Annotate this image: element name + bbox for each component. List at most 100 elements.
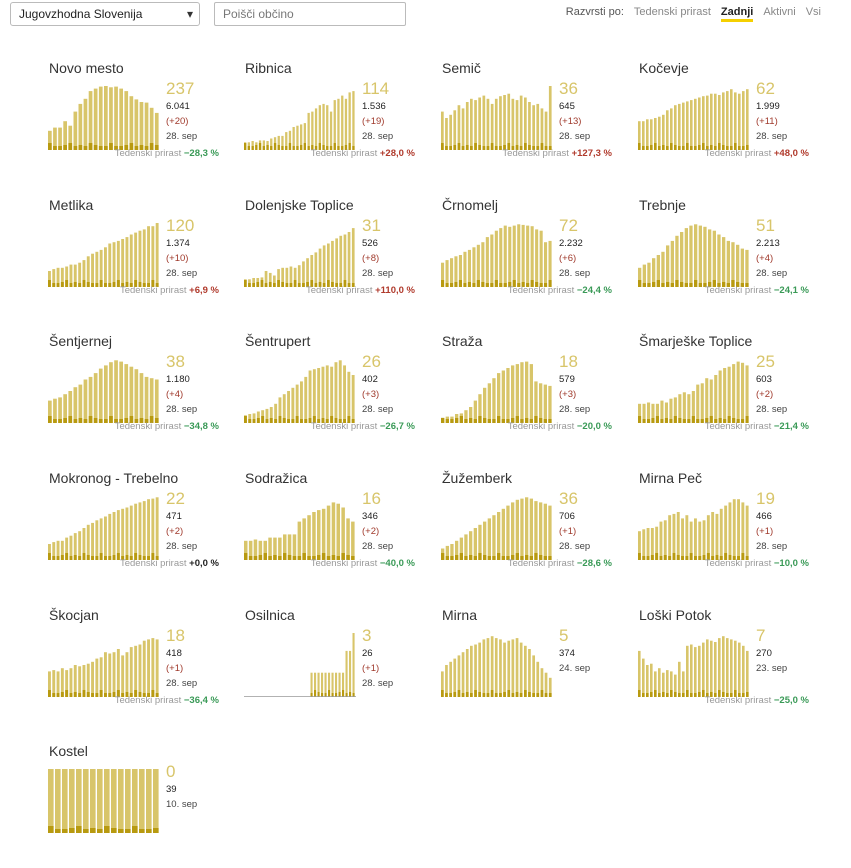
chart-bar-new-cases — [90, 828, 96, 833]
municipality-card[interactable]: Šentjernej 38 1.180 (+4) 28. sep Tedenski pri… — [48, 333, 219, 458]
chart-bar-new-cases — [706, 553, 710, 560]
municipality-card[interactable]: Ribnica 114 1.536 (+19) 28. sep Tedenski prir… — [244, 60, 415, 185]
municipality-card[interactable]: Škocjan 18 418 (+1) 28. sep Tedenski prirast … — [48, 607, 219, 732]
municipality-card[interactable]: Črnomelj 72 2.232 (+6) 28. sep Tedenski prira… — [441, 197, 612, 322]
municipality-card[interactable]: Mirna Peč 19 466 (+1) 28. sep Tedenski priras… — [638, 470, 809, 595]
daily-change-value: (+10) — [166, 253, 189, 264]
municipality-card[interactable]: Metlika 120 1.374 (+10) 28. sep Tedenski prir… — [48, 197, 219, 322]
chart-bar-new-cases — [506, 419, 510, 423]
chart-bar-new-cases — [708, 282, 712, 287]
sort-option-vsi[interactable]: Vsi — [805, 6, 821, 18]
chart-bar — [263, 540, 267, 560]
chart-bar — [269, 407, 273, 423]
chart-bar-new-cases — [718, 418, 722, 423]
municipality-card[interactable]: Šmarješke Toplice 25 603 (+2) 28. sep Tedensk… — [638, 333, 809, 458]
chart-bar — [730, 89, 733, 150]
municipality-card[interactable]: Semič 36 645 (+13) 28. sep Tedenski prirast +… — [441, 60, 612, 185]
search-input[interactable] — [214, 2, 406, 26]
chart-bar — [48, 130, 52, 150]
chart-bar — [497, 373, 501, 423]
municipality-card[interactable]: Dolenjske Toplice 31 526 (+8) 28. sep Tedensk… — [244, 197, 415, 322]
chart-bar-new-cases — [642, 693, 645, 697]
chart-bar-new-cases — [492, 419, 496, 423]
chart-bar — [155, 639, 159, 697]
chart-bar — [458, 255, 462, 287]
municipality-card[interactable]: Novo mesto 237 6.041 (+20) 28. sep Tedenski p… — [48, 60, 219, 185]
chart-bar — [457, 105, 461, 150]
sort-option-zadnji[interactable]: Zadnji — [720, 6, 754, 22]
chart-bar — [687, 394, 691, 423]
chart-bar-new-cases — [691, 416, 695, 423]
chart-bar — [698, 521, 702, 560]
chart-bar — [108, 653, 112, 697]
sort-option-tedenski-prirast[interactable]: Tedenski prirast — [633, 6, 711, 18]
chart-bar-new-cases — [347, 283, 351, 287]
chart-bar — [149, 378, 154, 423]
municipality-card[interactable]: Žužemberk 36 706 (+1) 28. sep Tedenski priras… — [441, 470, 612, 595]
chart-bar — [473, 400, 477, 423]
active-cases-value: 3 — [362, 626, 372, 645]
chart-bar-new-cases — [746, 692, 749, 697]
chart-bar — [441, 262, 445, 287]
chart-bar-new-cases — [718, 143, 721, 150]
chart-bar-new-cases — [730, 146, 733, 150]
chart-bar-new-cases — [544, 283, 548, 287]
chart-bar-new-cases — [490, 283, 494, 287]
chart-bar — [139, 102, 144, 150]
chart-bar-new-cases — [655, 553, 659, 560]
municipality-card[interactable]: Šentrupert 26 402 (+3) 28. sep Tedenski prira… — [244, 333, 415, 458]
chart-bar-new-cases — [714, 693, 717, 697]
weekly-growth-value: +0,0 % — [189, 558, 219, 569]
chart-bar-new-cases — [82, 553, 86, 560]
chart-bar — [731, 242, 735, 287]
last-date: 28. sep — [559, 268, 591, 279]
municipality-card[interactable]: Loški Potok 7 270 23. sep Tedenski prirast −… — [638, 607, 809, 732]
chart-title: Trebnje — [639, 197, 686, 213]
municipality-card[interactable]: Kočevje 62 1.999 (+11) 28. sep Tedenski prira… — [638, 60, 809, 185]
chart-bar-new-cases — [441, 280, 445, 287]
bar-chart — [244, 228, 355, 287]
municipality-card[interactable]: Kostel 0 39 10. sep — [48, 743, 219, 868]
chart-bar-new-cases — [470, 693, 473, 697]
chart-bar — [710, 640, 713, 697]
chart-bar — [69, 535, 73, 560]
chart-bar-new-cases — [349, 692, 352, 697]
chart-bar — [295, 384, 299, 423]
chart-bar — [483, 521, 487, 560]
municipality-card[interactable]: Osilnica 3 26 (+1) 28. sep — [244, 607, 415, 732]
municipality-card[interactable]: Sodražica 16 346 (+2) 28. sep Tedenski priras… — [244, 470, 415, 595]
region-select[interactable]: Jugovzhodna Slovenija ▾ — [10, 2, 200, 26]
chart-bar — [449, 114, 452, 150]
chart-bar-new-cases — [474, 690, 477, 697]
weekly-growth: Tedenski prirast −28,6 % — [508, 558, 612, 569]
chart-bar-new-cases — [544, 693, 548, 697]
chart-bar — [490, 234, 494, 287]
chart-bar-new-cases — [108, 693, 112, 697]
chart-bar-new-cases — [654, 690, 657, 697]
chart-bar-new-cases — [694, 556, 697, 560]
chart-bar-new-cases — [450, 556, 454, 560]
chart-bar — [717, 234, 721, 287]
chevron-down-icon: ▾ — [186, 7, 193, 21]
active-cases-value: 38 — [166, 352, 185, 371]
last-date: 28. sep — [756, 268, 788, 279]
chart-bar-new-cases — [314, 146, 318, 150]
chart-bar — [506, 368, 510, 423]
chart-bar-new-cases — [88, 416, 93, 423]
chart-bar — [251, 141, 254, 150]
chart-bar-new-cases — [678, 146, 681, 150]
chart-bar-new-cases — [714, 146, 717, 150]
chart-bar-new-cases — [343, 280, 347, 287]
chart-bar-new-cases — [266, 145, 269, 150]
chart-bar — [307, 112, 310, 150]
municipality-card[interactable]: Mirna 5 374 24. sep — [441, 607, 612, 732]
chart-bar — [253, 539, 258, 560]
municipality-card[interactable]: Mokronog - Trebelno 22 471 (+2) 28. sep Teden… — [48, 470, 219, 595]
chart-bar — [457, 655, 461, 697]
municipality-card[interactable]: Straža 18 579 (+3) 28. sep Tedenski prirast −… — [441, 333, 612, 458]
daily-change-value: (+4) — [756, 253, 774, 264]
chart-bar-new-cases — [98, 419, 103, 423]
chart-bar-new-cases — [540, 143, 544, 150]
sort-option-aktivni[interactable]: Aktivni — [763, 6, 796, 18]
municipality-card[interactable]: Trebnje 51 2.213 (+4) 28. sep Tedenski priras… — [638, 197, 809, 322]
